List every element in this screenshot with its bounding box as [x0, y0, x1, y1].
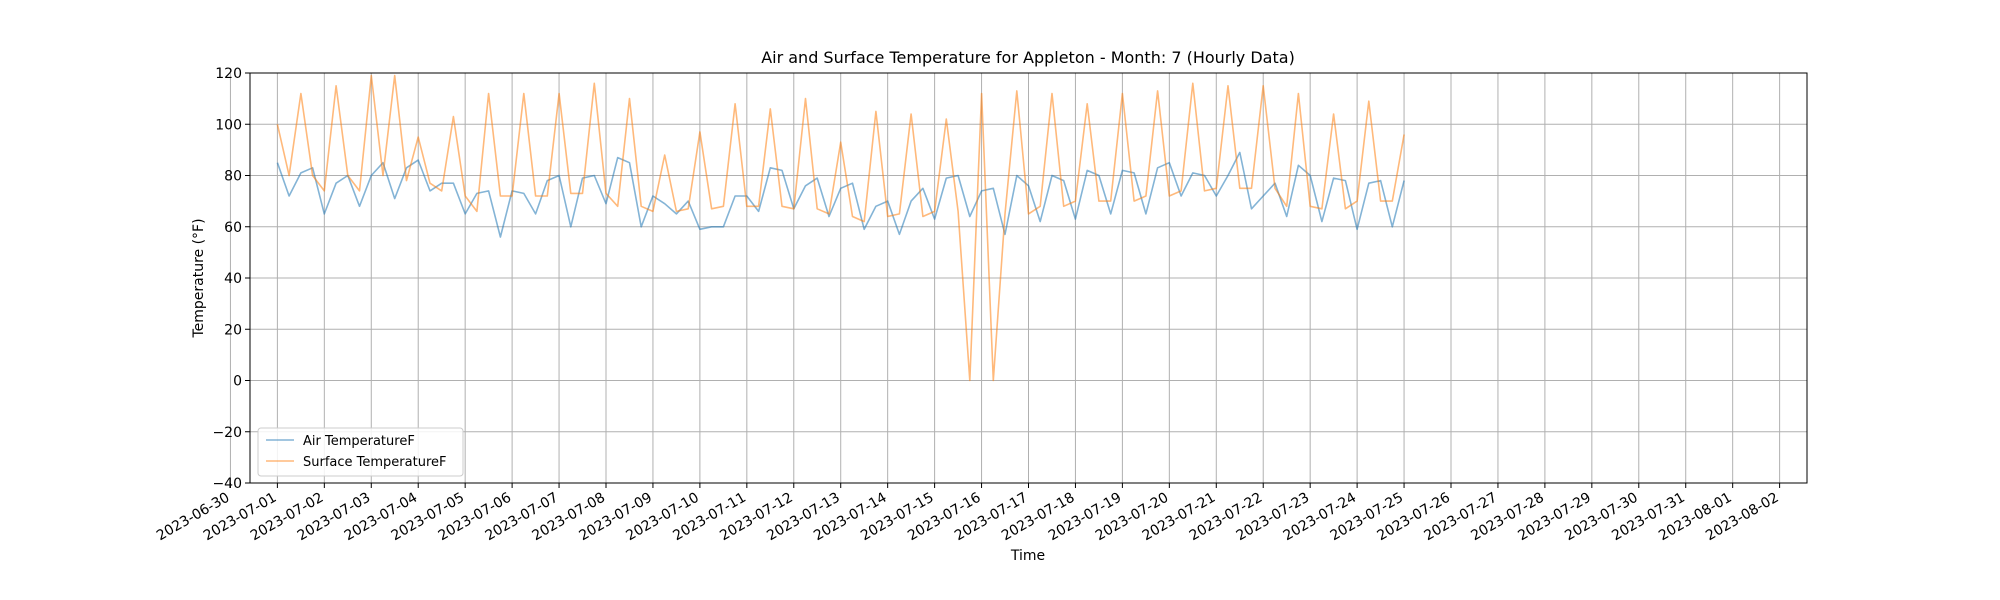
legend-label-air: Air TemperatureF: [303, 434, 415, 449]
y-tick-label: 40: [224, 271, 242, 287]
y-tick-label: 60: [224, 220, 242, 236]
x-axis-label: Time: [1010, 548, 1045, 564]
legend: Air TemperatureF Surface TemperatureF: [257, 427, 464, 477]
surface-temperature-line: [276, 74, 1405, 382]
y-tick-label: 80: [224, 169, 242, 185]
chart-title: Air and Surface Temperature for Appleton…: [761, 48, 1295, 67]
y-axis-ticks: −40 −20 0 20 40 60 80 100 120: [212, 66, 250, 492]
air-temperature-line: [276, 151, 1405, 238]
y-tick-label: 20: [224, 322, 242, 338]
legend-label-surface: Surface TemperatureF: [303, 455, 446, 470]
legend-box: [257, 427, 464, 477]
y-tick-label: −20: [212, 425, 242, 441]
y-tick-label: 100: [215, 117, 242, 133]
y-tick-label: 0: [233, 374, 242, 390]
y-axis-label: Temperature (°F): [191, 218, 207, 338]
series-lines: [276, 74, 1405, 382]
y-tick-label: 120: [215, 66, 242, 82]
y-tick-label: −40: [212, 476, 242, 492]
